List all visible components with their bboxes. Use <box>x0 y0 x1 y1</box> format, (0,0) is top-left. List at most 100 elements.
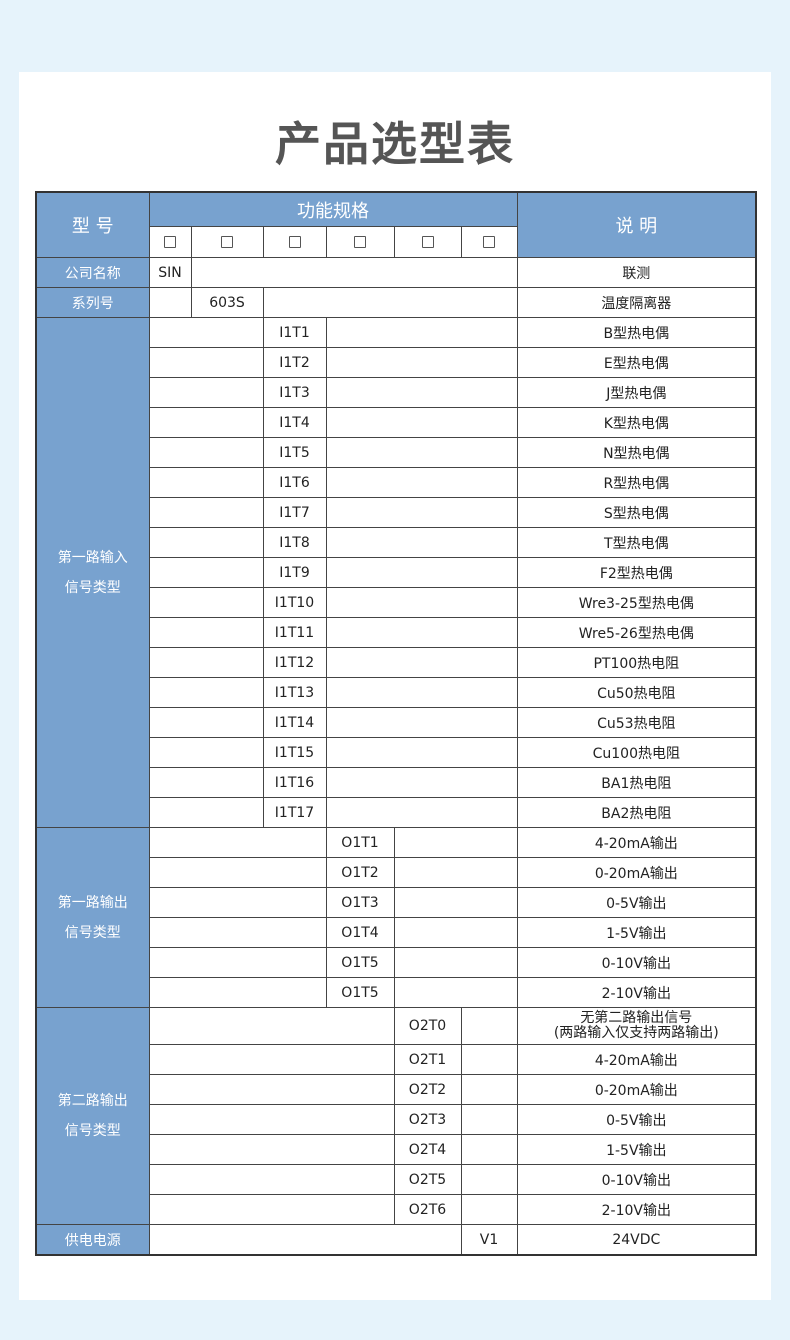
blank-cell <box>190 257 518 288</box>
input1-row: I1T5 N型热电偶 <box>36 437 757 468</box>
blank-cell <box>148 377 264 408</box>
blank-cell <box>148 827 327 858</box>
checkbox[interactable] <box>288 236 301 248</box>
label-line: 信号类型 <box>64 924 121 941</box>
label-line: 第一路输出 <box>57 894 128 911</box>
blank-cell <box>325 437 518 468</box>
output2-row: O2T4 1-5V输出 <box>36 1134 757 1165</box>
input1-row: I1T7 S型热电偶 <box>36 497 757 528</box>
blank-cell <box>393 887 518 918</box>
option-code: O1T4 <box>325 917 395 948</box>
option-desc: 1-5V输出 <box>516 1134 757 1165</box>
option-code: O1T3 <box>325 887 395 918</box>
blank-cell <box>393 977 518 1008</box>
blank-cell <box>148 617 264 648</box>
option-desc: N型热电偶 <box>516 437 757 468</box>
option-code: O2T0 <box>393 1007 462 1045</box>
checkbox[interactable] <box>164 236 176 248</box>
option-desc: T型热电偶 <box>516 527 757 558</box>
blank-cell <box>325 767 518 798</box>
blank-cell <box>148 557 264 588</box>
blank-cell <box>148 1134 395 1165</box>
option-desc: 2-10V输出 <box>516 977 757 1008</box>
blank-cell <box>393 917 518 948</box>
option-desc: 0-20mA输出 <box>516 857 757 888</box>
option-code: O1T2 <box>325 857 395 888</box>
blank-cell <box>148 1164 395 1195</box>
checkbox-row <box>36 226 756 258</box>
spec-header: 功能规格 <box>148 191 518 227</box>
selection-table: 型 号 功能规格 说 明 公司名称 SIN 联测 系列号 603S 温度隔离器 … <box>35 191 758 1256</box>
blank-cell <box>148 527 264 558</box>
power-code: V1 <box>460 1224 518 1256</box>
checkbox[interactable] <box>354 236 366 248</box>
option-code: I1T1 <box>262 317 327 348</box>
option-desc: 0-10V输出 <box>516 947 757 978</box>
input1-row: I1T17 BA2热电阻 <box>36 797 757 828</box>
power-row: 供电电源 V1 24VDC <box>35 1224 757 1256</box>
option-code: I1T6 <box>262 467 327 498</box>
checkbox-cell <box>148 226 192 258</box>
blank-cell <box>148 437 264 468</box>
option-code: O2T4 <box>393 1134 462 1165</box>
blank-cell <box>148 797 264 828</box>
option-code: O2T5 <box>393 1164 462 1195</box>
option-code: I1T7 <box>262 497 327 528</box>
series-code: 603S <box>190 287 264 318</box>
blank-cell <box>393 827 518 858</box>
option-desc: BA2热电阻 <box>516 797 757 828</box>
blank-cell <box>460 1104 518 1135</box>
blank-cell <box>148 587 264 618</box>
output2-row: O2T3 0-5V输出 <box>36 1104 757 1135</box>
power-desc: 24VDC <box>516 1224 757 1256</box>
checkbox-cell <box>190 226 264 258</box>
series-desc: 温度隔离器 <box>516 287 757 318</box>
page-title: 产品选型表 <box>275 117 515 171</box>
checkbox[interactable] <box>483 236 496 248</box>
output1-row: O1T4 1-5V输出 <box>36 917 757 948</box>
input1-row: I1T15 Cu100热电阻 <box>36 737 757 768</box>
output2-row: O2T2 0-20mA输出 <box>36 1074 757 1105</box>
output2-row: O2T5 0-10V输出 <box>36 1164 757 1195</box>
option-code: I1T8 <box>262 527 327 558</box>
blank-cell <box>148 287 192 318</box>
input1-label: 第一路输入 信号类型 <box>35 317 150 828</box>
option-code: O1T5 <box>325 977 395 1008</box>
company-row: 公司名称 SIN 联测 <box>35 257 757 288</box>
option-code: O1T5 <box>325 947 395 978</box>
option-desc: 无第二路输出信号 (两路输入仅支持两路输出) <box>516 1007 757 1045</box>
input1-row: I1T3 J型热电偶 <box>36 377 757 408</box>
blank-cell <box>325 587 518 618</box>
blank-cell <box>148 707 264 738</box>
label-line: 信号类型 <box>64 579 121 596</box>
option-code: I1T5 <box>262 437 327 468</box>
power-label: 供电电源 <box>35 1224 150 1256</box>
blank-cell <box>325 737 518 768</box>
blank-cell <box>148 977 327 1008</box>
blank-cell <box>148 737 264 768</box>
blank-cell <box>148 497 264 528</box>
blank-cell <box>148 1104 395 1135</box>
output1-row: 第一路输出 信号类型 O1T1 4-20mA输出 <box>35 827 757 1008</box>
blank-cell <box>460 1007 518 1045</box>
option-code: O2T1 <box>393 1044 462 1075</box>
blank-cell <box>148 857 327 888</box>
checkbox[interactable] <box>221 236 233 248</box>
option-code: O2T2 <box>393 1074 462 1105</box>
option-desc: 1-5V输出 <box>516 917 757 948</box>
output2-label: 第二路输出 信号类型 <box>35 1007 150 1225</box>
blank-cell <box>148 317 264 348</box>
option-desc: S型热电偶 <box>516 497 757 528</box>
option-code: I1T15 <box>262 737 327 768</box>
option-code: I1T13 <box>262 677 327 708</box>
input1-row: I1T8 T型热电偶 <box>36 527 757 558</box>
checkbox[interactable] <box>421 236 434 248</box>
blank-cell <box>148 347 264 378</box>
checkbox-cell <box>262 226 327 258</box>
input1-row: I1T12 PT100热电阻 <box>36 647 757 678</box>
blank-cell <box>148 1194 395 1225</box>
blank-cell <box>325 317 518 348</box>
blank-cell <box>325 527 518 558</box>
company-code: SIN <box>148 257 192 288</box>
option-desc: E型热电偶 <box>516 347 757 378</box>
